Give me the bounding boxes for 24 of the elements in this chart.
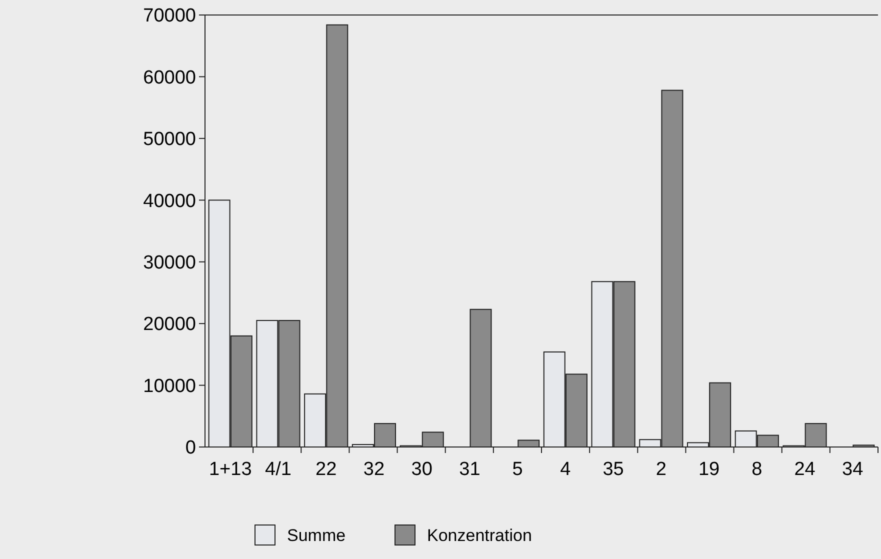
x-tick-label: 35 [602, 459, 624, 480]
x-tick-label: 32 [363, 459, 385, 480]
y-tick-label: 30000 [143, 252, 196, 274]
x-tick-label: 4/1 [265, 459, 292, 480]
y-tick-label: 20000 [143, 314, 196, 336]
x-tick-label: 34 [842, 459, 864, 480]
legend-label: Summe [287, 526, 346, 545]
y-tick-label: 70000 [143, 6, 196, 27]
x-tick-label: 22 [316, 459, 337, 480]
x-tick-label: 19 [698, 459, 720, 480]
x-tick-label: 1+13 [208, 459, 252, 480]
y-tick-label: 50000 [143, 129, 196, 150]
y-tick-label: 0 [185, 438, 196, 459]
x-tick-label: 5 [512, 459, 523, 480]
x-tick-label: 4 [560, 459, 572, 480]
y-tick-label: 40000 [143, 190, 196, 212]
x-tick-label: 31 [459, 459, 480, 480]
y-tick-label: 60000 [143, 67, 196, 88]
x-tick-label: 30 [411, 459, 432, 480]
x-tick-label: 2 [656, 459, 666, 480]
x-tick-label: 8 [752, 459, 762, 480]
legend-label: Konzentration [427, 526, 532, 545]
y-tick-label: 10000 [143, 376, 196, 397]
x-tick-label: 24 [794, 459, 816, 480]
